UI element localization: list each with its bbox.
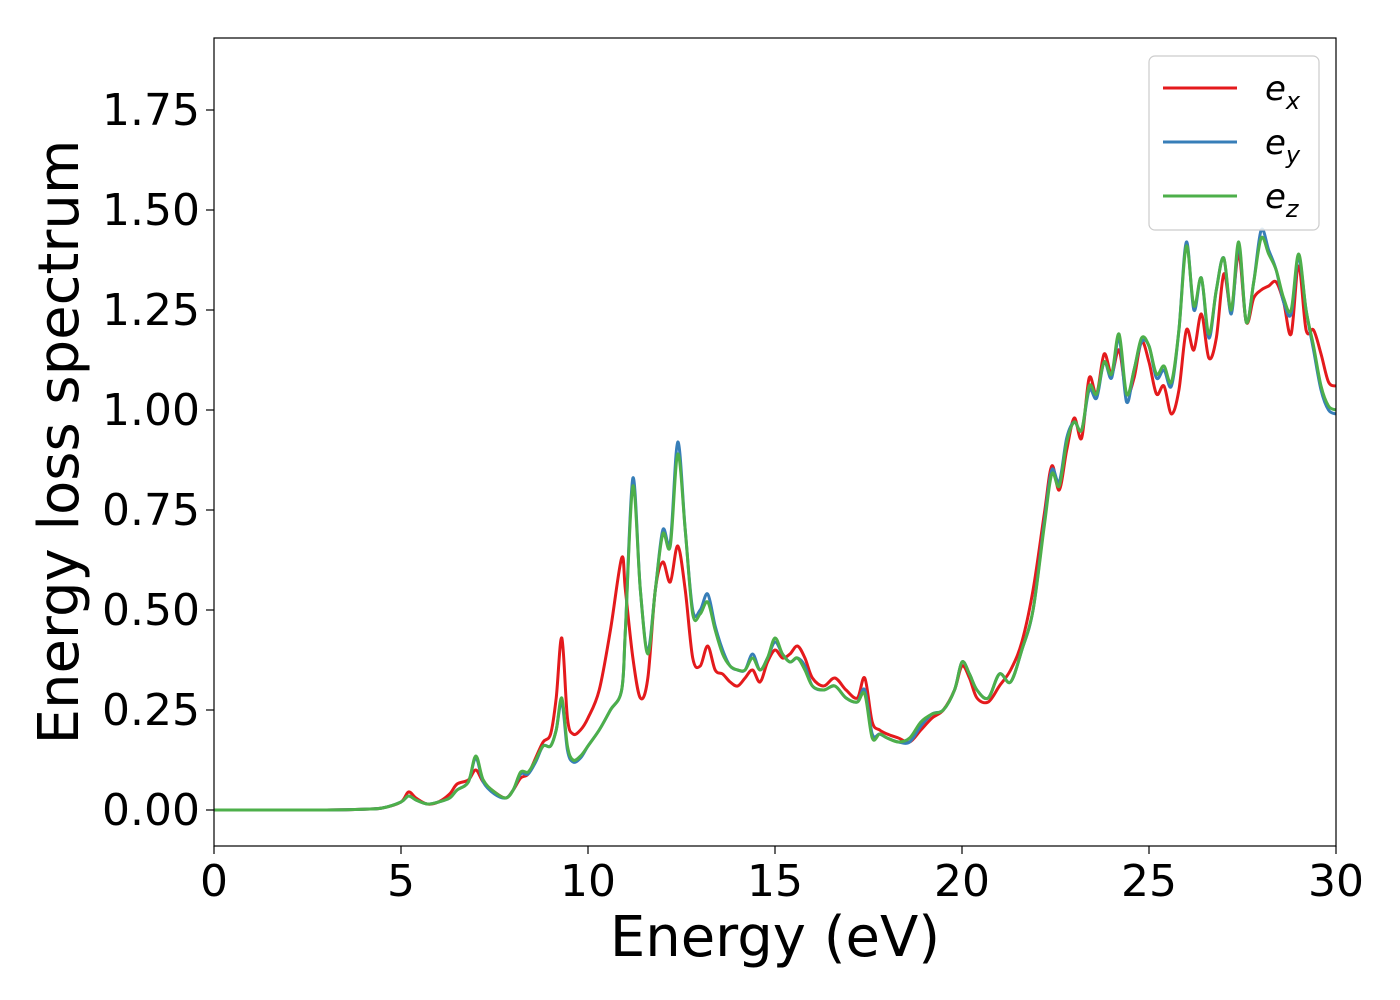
y-tick-label: 1.50 [102,185,200,236]
x-tick-label: 10 [560,856,616,907]
x-axis-label: Energy (eV) [610,905,940,970]
legend-label-ez: ez [1265,177,1300,223]
x-tick-label: 15 [747,856,803,907]
legend-label-ey: ey [1265,123,1301,169]
legend: ex ey ez [1148,55,1320,231]
x-tick-label: 5 [387,856,415,907]
y-tick-label: 1.25 [102,285,200,336]
x-tick-label: 0 [200,856,228,907]
y-tick-label: 0.50 [102,585,200,636]
x-tick-label: 20 [934,856,990,907]
y-tick-label: 0.25 [102,685,200,736]
y-tick-label: 0.75 [102,485,200,536]
y-axis-label: Energy loss spectrum [27,140,92,745]
y-tick-label: 1.75 [102,85,200,136]
y-tick-label: 0.00 [102,785,200,836]
legend-label-ex: ex [1265,69,1301,115]
y-tick-label: 1.00 [102,385,200,436]
x-axis-ticks: 0 5 10 15 20 25 30 [200,846,1364,907]
series-line-e-y [214,227,1336,812]
series-layer [214,227,1336,812]
series-line-e-z [214,235,1336,812]
x-tick-label: 30 [1308,856,1364,907]
series-line-e-x [214,252,1336,812]
y-axis-ticks: 0.00 0.25 0.50 0.75 1.00 1.25 1.50 1.75 [102,85,214,836]
x-tick-label: 25 [1121,856,1177,907]
